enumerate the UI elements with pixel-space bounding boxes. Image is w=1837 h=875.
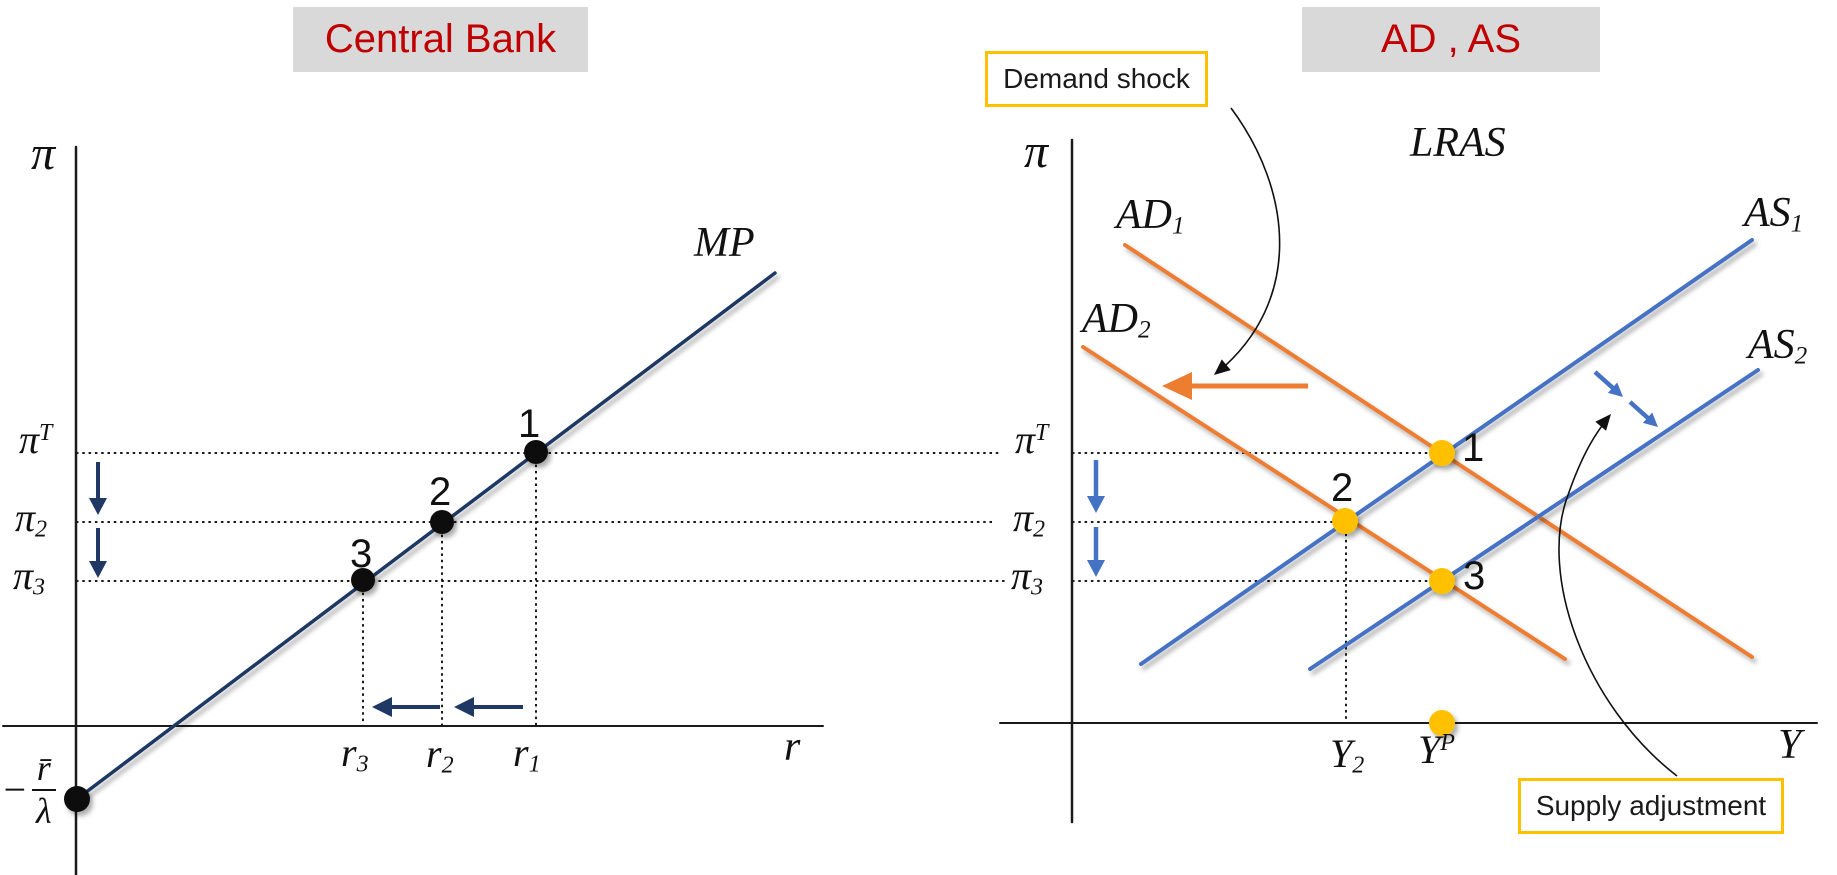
- mp-intercept-label: − r̄ λ: [1, 748, 57, 833]
- pi2-label-right: π2: [1013, 495, 1046, 543]
- mp-intercept-dot: [64, 786, 90, 812]
- pi-drop-arrow-right-1-head: [1087, 496, 1105, 513]
- pi-superscript: T: [39, 419, 53, 446]
- mp-curve: [75, 271, 777, 801]
- as-shift-arrow-1-shaft: [1593, 370, 1616, 391]
- pi3-label-right: π3: [1011, 553, 1044, 601]
- right-y-axis-label: π: [1024, 125, 1049, 178]
- pi-symbol: π: [1011, 553, 1032, 598]
- r3-tick-label: r3: [341, 730, 369, 778]
- pi-symbol: π: [13, 553, 34, 598]
- pi-symbol: π: [1015, 417, 1036, 462]
- as1-curve-label: AS1: [1744, 192, 1803, 237]
- eq-point-1: [1429, 440, 1455, 466]
- r-shift-arrow-1-head: [454, 697, 474, 717]
- pi-drop-arrow-left-1-head: [89, 498, 107, 515]
- r-subscript: 2: [441, 752, 454, 779]
- ad-subscript: 2: [1138, 316, 1151, 344]
- as-shift-arrow-2-shaft: [1628, 400, 1651, 421]
- mp-curve-label: MP: [694, 220, 755, 266]
- pi-symbol: π: [19, 417, 40, 462]
- ad-symbol: AD: [1082, 296, 1138, 342]
- ad-subscript: 1: [1172, 212, 1185, 240]
- r-symbol: r: [341, 730, 357, 775]
- as-subscript: 2: [1794, 342, 1808, 370]
- pi-subscript: 3: [33, 574, 46, 601]
- r-symbol: r: [513, 730, 529, 775]
- pi-symbol: π: [1013, 495, 1034, 540]
- r1-tick-label: r1: [513, 730, 541, 778]
- eq-point-2-label: 2: [1331, 466, 1354, 510]
- lambda-symbol: λ: [36, 791, 52, 832]
- supply-adjustment-arrow: [1558, 416, 1678, 777]
- minus-sign: −: [1, 767, 28, 813]
- y-symbol: Y: [1418, 727, 1441, 772]
- right-x-axis-label: Y: [1778, 722, 1802, 768]
- pi-target-label-left: πT: [19, 420, 52, 460]
- r-subscript: 1: [528, 751, 541, 778]
- eq-point-3-label: 3: [1463, 554, 1486, 598]
- y2-tick-label: Y2: [1330, 731, 1365, 779]
- ad-symbol: AD: [1116, 192, 1172, 238]
- pi-superscript: T: [1035, 419, 1049, 446]
- demand-shock-arrow: [1217, 107, 1281, 373]
- demand-shock-arrow-head: [1214, 359, 1231, 375]
- pi2-label-left: π2: [15, 495, 48, 543]
- as-symbol: AS: [1744, 190, 1791, 236]
- pi-symbol: π: [15, 495, 36, 540]
- ad2-curve-label: AD2: [1082, 298, 1151, 343]
- pi-subscript: 3: [1031, 574, 1044, 601]
- y-subscript: 2: [1352, 752, 1365, 779]
- eq-point-2: [1332, 508, 1358, 534]
- pi-drop-arrow-right-2-head: [1087, 560, 1105, 577]
- r-bar-symbol: r̄: [31, 748, 56, 792]
- pi-subscript: 2: [35, 516, 48, 543]
- as-shift-arrow-2-head: [1642, 412, 1658, 427]
- r-shift-arrow-2-head: [372, 697, 392, 717]
- as-symbol: AS: [1748, 322, 1795, 368]
- mp-point-3: [351, 568, 375, 592]
- r-symbol: r: [426, 731, 442, 776]
- mp-point-2-label: 2: [429, 470, 452, 514]
- left-y-axis-label: π: [31, 127, 56, 180]
- as2-curve-label: AS2: [1748, 324, 1807, 369]
- eq-point-1-label: 1: [1462, 426, 1485, 470]
- lras-label: LRAS: [1410, 120, 1506, 166]
- mp-point-1-label: 1: [518, 402, 541, 446]
- pi3-label-left: π3: [13, 553, 46, 601]
- y-symbol: Y: [1330, 731, 1353, 776]
- pi-drop-arrow-left-2-head: [89, 561, 107, 578]
- pi-target-label-right: πT: [1015, 420, 1048, 460]
- r-bar-over-lambda: r̄ λ: [31, 748, 57, 833]
- mp-point-3-label: 3: [350, 532, 373, 576]
- as-subscript: 1: [1790, 210, 1804, 238]
- ad-shift-arrow-head: [1162, 372, 1192, 400]
- left-x-axis-label: r: [784, 724, 801, 770]
- ad2-curve: [1081, 345, 1567, 661]
- yp-tick-label: YP: [1418, 730, 1455, 770]
- r2-tick-label: r2: [426, 731, 454, 779]
- r-subscript: 3: [356, 751, 369, 778]
- demand-shock-callout: Demand shock: [985, 51, 1208, 107]
- yp-axis-dot: [1429, 710, 1455, 736]
- mp-point-1: [524, 440, 548, 464]
- right-panel-title: AD , AS: [1302, 7, 1600, 72]
- eq-point-3: [1429, 568, 1455, 594]
- y-superscript: P: [1440, 729, 1455, 756]
- pi-subscript: 2: [1033, 516, 1046, 543]
- as2-curve: [1308, 368, 1760, 671]
- left-panel-title: Central Bank: [293, 7, 588, 72]
- mp-point-2: [430, 510, 454, 534]
- ad1-curve-label: AD1: [1116, 194, 1185, 239]
- supply-adjustment-arrow-head: [1595, 414, 1611, 431]
- as-shift-arrow-1-head: [1607, 382, 1623, 397]
- supply-adjustment-callout: Supply adjustment: [1518, 778, 1784, 834]
